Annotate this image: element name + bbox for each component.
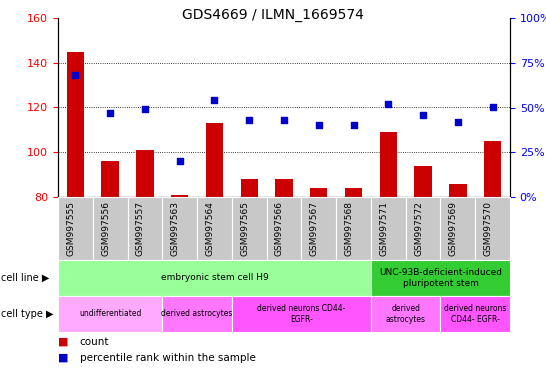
Text: derived neurons CD44-
EGFR-: derived neurons CD44- EGFR- bbox=[257, 304, 346, 324]
Text: cell type ▶: cell type ▶ bbox=[1, 309, 54, 319]
Bar bbox=[449, 184, 466, 197]
Text: GSM997557: GSM997557 bbox=[136, 201, 145, 256]
Text: derived neurons
CD44- EGFR-: derived neurons CD44- EGFR- bbox=[444, 304, 507, 324]
Text: GSM997563: GSM997563 bbox=[171, 201, 180, 256]
Text: GSM997568: GSM997568 bbox=[345, 201, 354, 256]
Bar bbox=[206, 123, 223, 197]
Point bbox=[106, 110, 115, 116]
Point bbox=[419, 112, 428, 118]
Text: UNC-93B-deficient-induced
pluripotent stem: UNC-93B-deficient-induced pluripotent st… bbox=[379, 268, 502, 288]
Point bbox=[140, 106, 149, 113]
Bar bbox=[275, 179, 293, 197]
Text: GSM997566: GSM997566 bbox=[275, 201, 284, 256]
Bar bbox=[171, 195, 188, 197]
Text: cell line ▶: cell line ▶ bbox=[1, 273, 50, 283]
Point bbox=[384, 101, 393, 107]
Bar bbox=[379, 132, 397, 197]
Text: GSM997555: GSM997555 bbox=[67, 201, 75, 256]
Point bbox=[488, 104, 497, 111]
Text: undifferentiated: undifferentiated bbox=[79, 310, 141, 318]
Text: GSM997572: GSM997572 bbox=[414, 201, 423, 256]
Text: GSM997570: GSM997570 bbox=[484, 201, 492, 256]
Text: derived astrocytes: derived astrocytes bbox=[162, 310, 233, 318]
Point bbox=[314, 122, 323, 129]
Text: GSM997556: GSM997556 bbox=[101, 201, 110, 256]
Point bbox=[454, 119, 462, 125]
Text: GSM997567: GSM997567 bbox=[310, 201, 319, 256]
Bar bbox=[136, 150, 153, 197]
Bar bbox=[67, 51, 84, 197]
Bar bbox=[484, 141, 501, 197]
Text: embryonic stem cell H9: embryonic stem cell H9 bbox=[161, 273, 268, 283]
Bar bbox=[241, 179, 258, 197]
Text: derived
astrocytes: derived astrocytes bbox=[385, 304, 426, 324]
Point bbox=[71, 72, 80, 78]
Text: GSM997569: GSM997569 bbox=[449, 201, 458, 256]
Point bbox=[210, 97, 219, 103]
Bar bbox=[345, 188, 362, 197]
Point bbox=[175, 158, 184, 164]
Bar bbox=[310, 188, 328, 197]
Bar bbox=[102, 161, 119, 197]
Bar bbox=[414, 166, 432, 197]
Point bbox=[349, 122, 358, 129]
Text: percentile rank within the sample: percentile rank within the sample bbox=[80, 353, 256, 363]
Text: ■: ■ bbox=[58, 337, 68, 347]
Text: count: count bbox=[80, 337, 109, 347]
Text: ■: ■ bbox=[58, 353, 68, 363]
Point bbox=[245, 117, 253, 123]
Point bbox=[280, 117, 288, 123]
Text: GSM997564: GSM997564 bbox=[205, 201, 215, 256]
Text: GDS4669 / ILMN_1669574: GDS4669 / ILMN_1669574 bbox=[182, 8, 364, 22]
Text: GSM997571: GSM997571 bbox=[379, 201, 388, 256]
Text: GSM997565: GSM997565 bbox=[240, 201, 249, 256]
